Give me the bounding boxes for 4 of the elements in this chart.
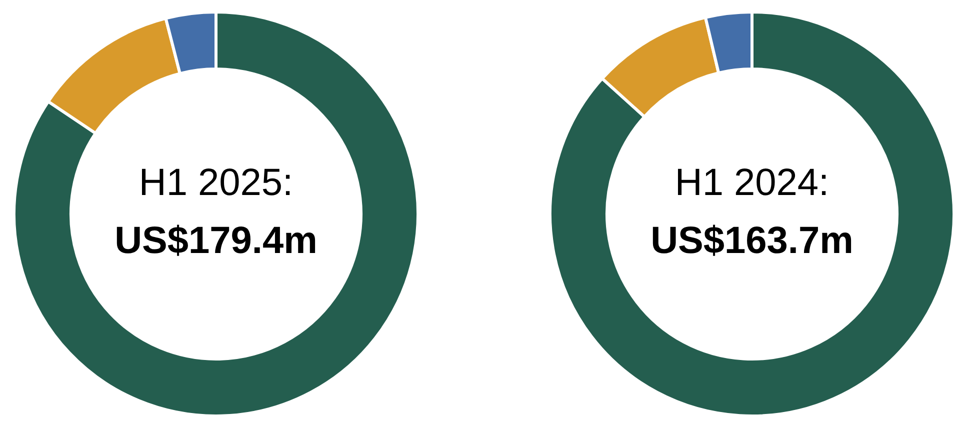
text: US$179.4m xyxy=(114,220,318,262)
text: H1 2025: xyxy=(138,162,294,204)
text: US$163.7m xyxy=(650,220,854,262)
text: H1 2024: xyxy=(674,162,830,204)
